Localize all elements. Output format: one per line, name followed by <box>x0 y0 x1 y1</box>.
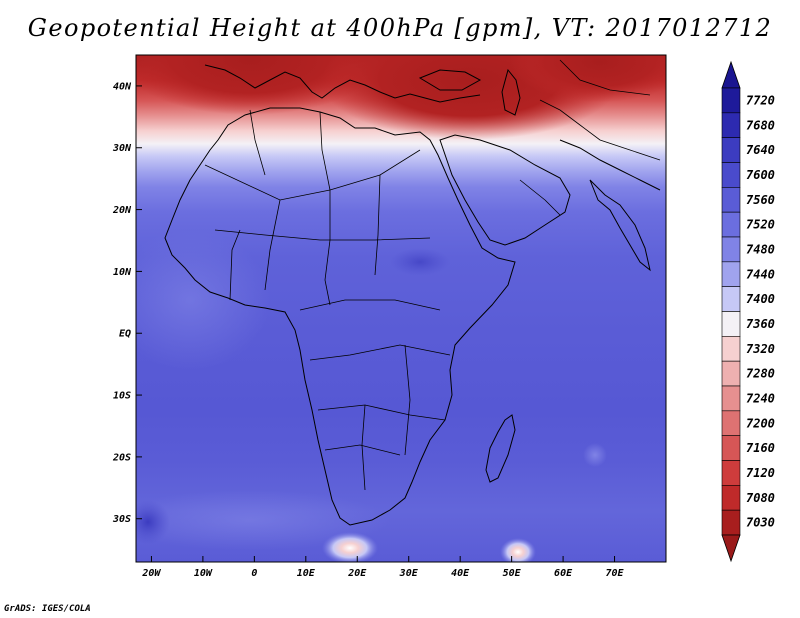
lat-tick-label: 20S <box>112 452 131 463</box>
colorbar-swatch <box>721 311 741 337</box>
colorbar-swatch <box>721 360 741 387</box>
lon-tick-label: 70E <box>606 568 625 579</box>
colorbar-swatch <box>721 137 741 163</box>
lat-tick-label: 10N <box>113 267 132 278</box>
border-line <box>309 344 451 361</box>
colorbar-swatch <box>721 410 741 436</box>
coastlines <box>164 64 661 526</box>
lat-tick-label: 10S <box>113 391 131 402</box>
colorbar-swatch <box>721 286 741 312</box>
colorbar: 7720 7680 7640 7600 7560 7520 7480 7440 7400 7360… <box>721 60 775 563</box>
colorbar-swatch <box>721 336 741 362</box>
border-line <box>324 444 401 456</box>
colorbar-label: 7480 <box>746 242 775 256</box>
colorbar-swatch <box>721 460 741 486</box>
colorbar-label: 7030 <box>746 516 775 530</box>
colorbar-swatch <box>721 162 741 188</box>
lat-tick-label: 30N <box>112 143 132 154</box>
colorbar-swatch <box>721 485 741 511</box>
ethiopian-max <box>390 248 450 276</box>
lat-tick-label: 30S <box>112 514 131 525</box>
longitude-axis: 20W 10W 0 10E 20E 30E 40E 50E 60E 70E <box>141 556 625 579</box>
lat-tick-label: 20N <box>112 205 132 216</box>
lon-tick-label: 30E <box>399 568 419 579</box>
colorbar-swatch <box>721 385 741 412</box>
colorbar-bottom-arrow <box>721 534 741 563</box>
colorbar-swatch <box>721 87 741 114</box>
central-asia-high <box>510 55 666 102</box>
west-africa-pale-zone <box>136 230 270 370</box>
colorbar-swatch <box>721 261 741 287</box>
lon-tick-label: 20E <box>347 568 367 579</box>
indian-ocean-light-spot <box>500 538 536 562</box>
colorbar-swatch <box>721 236 741 263</box>
lon-tick-label: 10E <box>297 568 316 579</box>
lon-tick-label: 20W <box>141 568 161 579</box>
caspian-coastline <box>501 68 521 116</box>
border-line <box>249 109 266 176</box>
colorbar-label: 7520 <box>746 218 775 232</box>
colorbar-swatch <box>721 435 741 461</box>
colorbar-swatch <box>721 211 741 238</box>
colorbar-swatch <box>721 187 741 213</box>
colorbar-label: 7080 <box>746 491 775 505</box>
western-mediterranean-high <box>136 55 380 115</box>
colorbar-label: 7160 <box>746 441 775 455</box>
africa-coastline <box>164 107 516 526</box>
madagascar-coastline <box>485 414 516 483</box>
lon-tick-label: 10W <box>194 568 213 579</box>
black-sea-coastline <box>418 69 482 91</box>
colorbar-label: 7320 <box>746 342 775 356</box>
latitude-axis: 40N 30N 20N 10N EQ 10S 20S 30S <box>112 81 142 525</box>
lon-tick-label: 50E <box>503 568 522 579</box>
contour-field <box>136 55 666 562</box>
border-line <box>404 344 411 456</box>
colorbar-label: 7280 <box>746 367 775 381</box>
grads-credit: GrADS: IGES/COLA <box>4 604 91 614</box>
border-line <box>519 179 561 216</box>
asia-coastline <box>559 139 661 191</box>
border-line <box>374 174 381 276</box>
india-coastline <box>589 179 651 272</box>
cape-light-spot <box>322 532 378 562</box>
lon-tick-label: 40E <box>451 568 470 579</box>
colorbar-swatch <box>721 509 741 536</box>
colorbar-label: 7600 <box>746 168 775 182</box>
border-line <box>214 229 431 241</box>
colorbar-label: 7240 <box>746 391 775 405</box>
colorbar-label: 7360 <box>746 317 775 331</box>
lat-tick-label: 40N <box>113 81 132 92</box>
arabia-coastline <box>439 134 571 246</box>
border-line <box>539 99 661 161</box>
plot-frame <box>135 54 667 563</box>
country-borders <box>204 59 661 491</box>
south-atlantic-pale-zone <box>136 490 390 550</box>
lat-tick-label: EQ <box>119 329 131 340</box>
border-line <box>324 190 331 306</box>
border-line <box>264 199 281 291</box>
lon-tick-label: 0 <box>251 568 257 579</box>
colorbar-label: 7640 <box>746 143 775 157</box>
colorbar-label: 7440 <box>746 267 775 281</box>
colorbar-label: 7120 <box>746 466 775 480</box>
colorbar-label: 7560 <box>746 193 775 207</box>
border-line <box>319 111 331 191</box>
border-line <box>229 229 241 301</box>
lon-tick-label: 60E <box>554 568 573 579</box>
colorbar-label: 7200 <box>746 416 775 430</box>
map-title: Geopotential Height at 400hPa [gpm], VT:… <box>27 14 773 42</box>
colorbar-label: 7720 <box>746 93 775 107</box>
border-line <box>317 404 446 421</box>
madagascar-east-spot <box>583 443 607 467</box>
border-line <box>361 404 366 491</box>
border-line <box>559 59 651 96</box>
colorbar-top-arrow <box>721 60 741 89</box>
colorbar-swatch <box>721 112 741 138</box>
colorbar-label: 7400 <box>746 292 775 306</box>
south-atlantic-max <box>136 500 170 544</box>
colorbar-label: 7680 <box>746 118 775 132</box>
border-line <box>299 299 441 311</box>
europe-coastline <box>204 64 481 103</box>
